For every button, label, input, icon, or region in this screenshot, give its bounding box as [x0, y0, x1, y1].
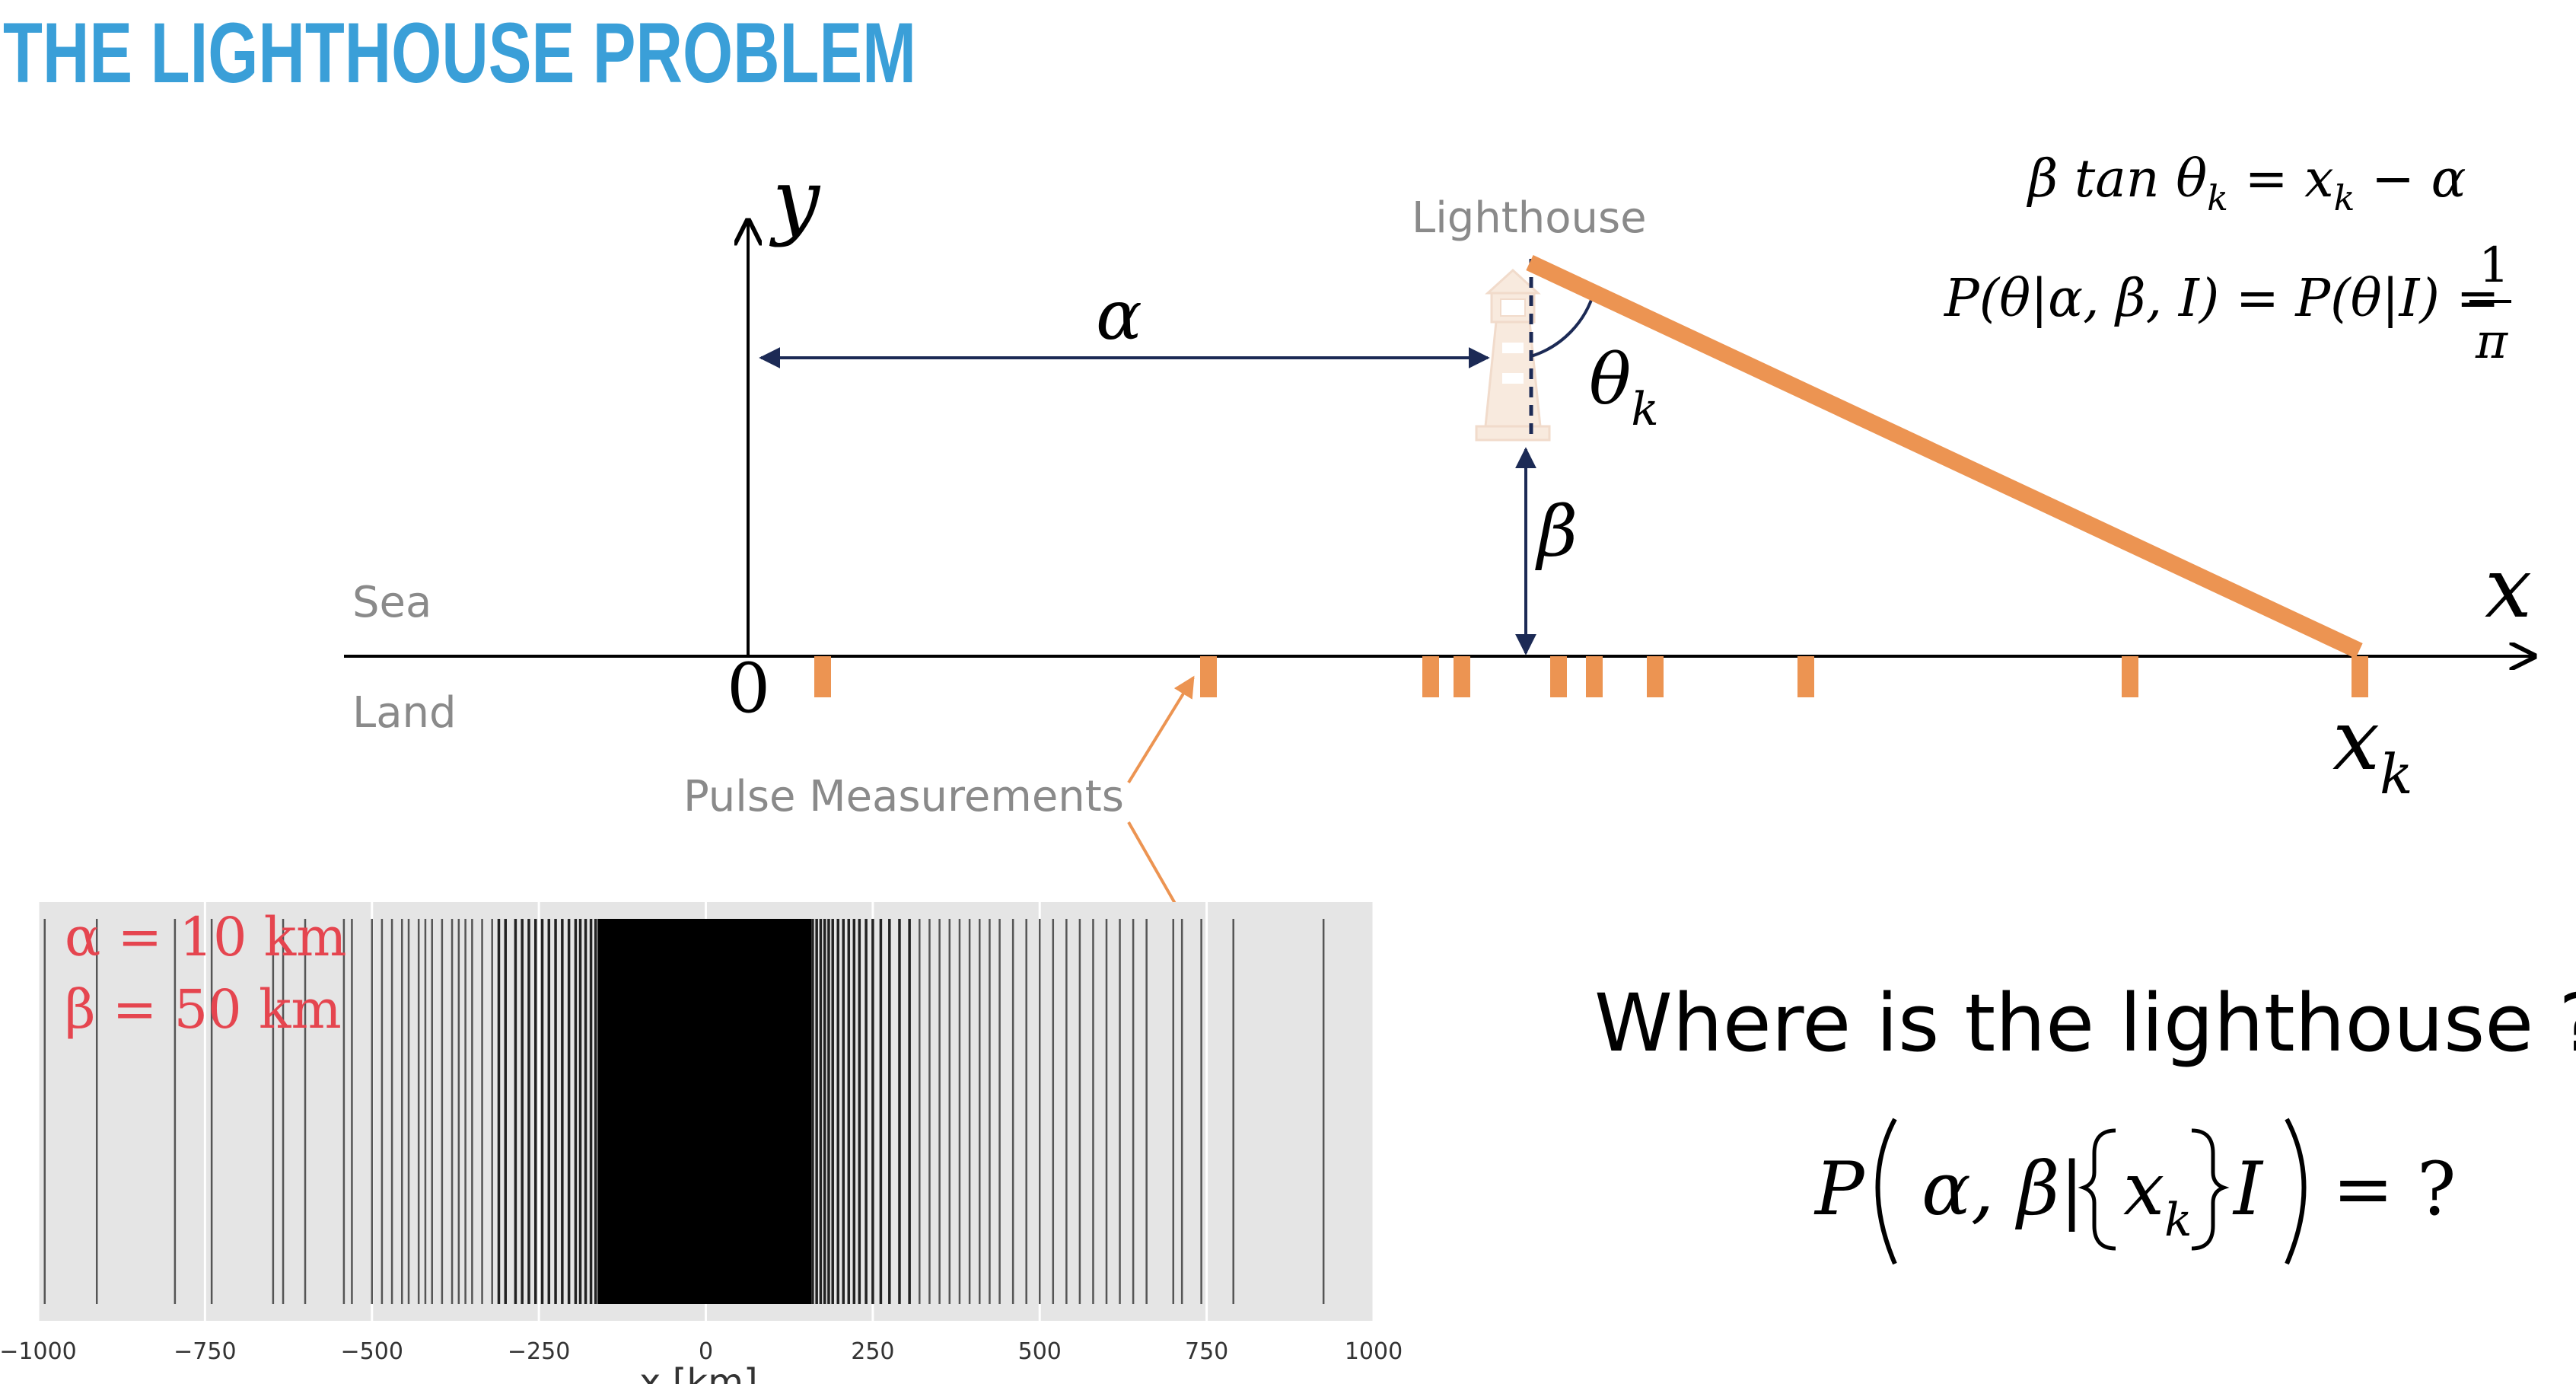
pulse-marks [814, 656, 2368, 697]
param-beta: β = 50 km [65, 978, 342, 1041]
x-tick-label: 500 [1018, 1338, 1062, 1365]
question-text: Where is the lighthouse ? [1594, 977, 2576, 1070]
x-tick-labels: −1000 −750 −500 −250 0 250 500 750 1000 [0, 1338, 1403, 1365]
pulse-mark [814, 656, 831, 697]
x-tick-label: 1000 [1345, 1338, 1403, 1365]
theta-label: θk [1589, 339, 1659, 436]
fraction-denominator: π [2475, 314, 2508, 370]
pulse-mark [1200, 656, 1217, 697]
x-tick-label: −1000 [0, 1338, 77, 1365]
pulse-mark [1586, 656, 1603, 697]
x-tick-label: −250 [508, 1338, 570, 1365]
posterior-equation: P α, β| xk I = ? [1813, 1118, 2456, 1265]
sea-label: Sea [352, 578, 431, 627]
theta-arc [1530, 290, 1596, 358]
pulse-mark [1797, 656, 1814, 697]
x-tick-label: 250 [851, 1338, 894, 1365]
lighthouse-icon [1475, 268, 1551, 442]
origin-label: 0 [727, 649, 770, 729]
xk-label: xk [2332, 691, 2413, 806]
x-tick-label: 750 [1185, 1338, 1228, 1365]
pulse-measurements-label: Pulse Measurements [683, 772, 1124, 821]
fraction-numerator: 1 [2479, 238, 2510, 294]
x-tick-label: −750 [174, 1338, 236, 1365]
pulse-mark [1422, 656, 1439, 697]
y-axis-label: y [769, 151, 821, 248]
equation-tan: β tan θk = xk − α [2026, 149, 2466, 218]
annotation-arrow-axis [1127, 675, 1195, 784]
land-label: Land [352, 688, 457, 738]
light-ray [1526, 255, 2363, 659]
equation-prior: P(θ|α, β, I) = P(θ|I) = [1943, 269, 2500, 329]
x-tick-label: −500 [341, 1338, 403, 1365]
alpha-label: α [1096, 276, 1142, 356]
pulse-mark [1550, 656, 1567, 697]
slide-title: THE LIGHTHOUSE PROBLEM [3, 5, 916, 100]
beta-label: β [1535, 491, 1578, 572]
pulse-mark [1647, 656, 1664, 697]
svg-text:P: P [1813, 1146, 1865, 1232]
pulse-lines [43, 919, 1325, 1304]
pulse-mark [2122, 656, 2138, 697]
lighthouse-label: Lighthouse [1412, 193, 1647, 243]
svg-text:= ?: = ? [2332, 1146, 2456, 1232]
pulse-raster-plot: −1000 −750 −500 −250 0 250 500 750 1000 x [km] α… [0, 902, 1403, 1384]
x-tick-label: 0 [699, 1338, 713, 1365]
svg-text:xk: xk [2123, 1146, 2192, 1247]
pulse-mark [2352, 656, 2368, 697]
plot-xlabel: x [km] [639, 1361, 758, 1384]
pulse-mark [1454, 656, 1470, 697]
x-axis-label: x [2485, 539, 2532, 636]
param-alpha: α = 10 km [65, 906, 347, 968]
svg-text:I: I [2232, 1146, 2264, 1232]
svg-text:α, β|: α, β| [1922, 1146, 2084, 1232]
